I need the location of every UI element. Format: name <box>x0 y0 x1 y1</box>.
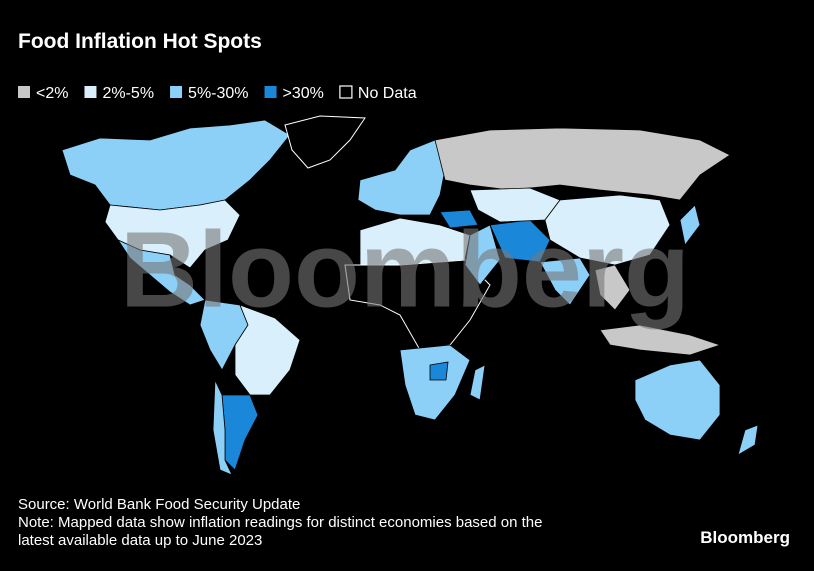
middle-east <box>464 224 501 286</box>
legend-label: <2% <box>36 85 68 102</box>
note-line: latest available data up to June 2023 <box>18 532 262 549</box>
europe <box>357 139 446 216</box>
legend-label: >30% <box>283 85 324 102</box>
watermark: Bloomberg <box>120 209 690 330</box>
zimbabwe <box>429 361 449 381</box>
logo: Bloomberg <box>700 528 790 547</box>
russia <box>434 127 731 201</box>
source: Source: World Bank Food Security Update <box>18 496 300 513</box>
legend-label: 5%-30% <box>188 85 248 102</box>
new-zealand <box>737 424 759 456</box>
china <box>544 194 671 266</box>
indonesia <box>599 324 722 356</box>
legend-swatch <box>18 86 30 98</box>
legend-swatch <box>84 86 97 98</box>
southeast-asia <box>594 264 631 311</box>
india <box>539 257 591 306</box>
legend-swatch <box>339 85 353 99</box>
turkey <box>439 209 479 229</box>
legend-swatch <box>170 86 183 98</box>
legend-swatch <box>264 86 277 98</box>
legend-label: No Data <box>358 85 417 102</box>
note-line: Note: Mapped data show inflation reading… <box>18 514 543 531</box>
legend-label: 2%-5% <box>102 85 154 102</box>
madagascar <box>469 364 486 401</box>
brazil <box>234 304 301 396</box>
canada <box>61 119 291 211</box>
title: Food Inflation Hot Spots <box>18 30 262 53</box>
southern-africa <box>399 344 471 421</box>
chile <box>212 379 233 476</box>
australia <box>634 359 721 441</box>
legend: <2% 2%-5% 5%-30% >30% No Data <box>18 85 417 102</box>
japan <box>679 204 701 246</box>
greenland <box>284 115 366 169</box>
world-map <box>61 115 759 476</box>
